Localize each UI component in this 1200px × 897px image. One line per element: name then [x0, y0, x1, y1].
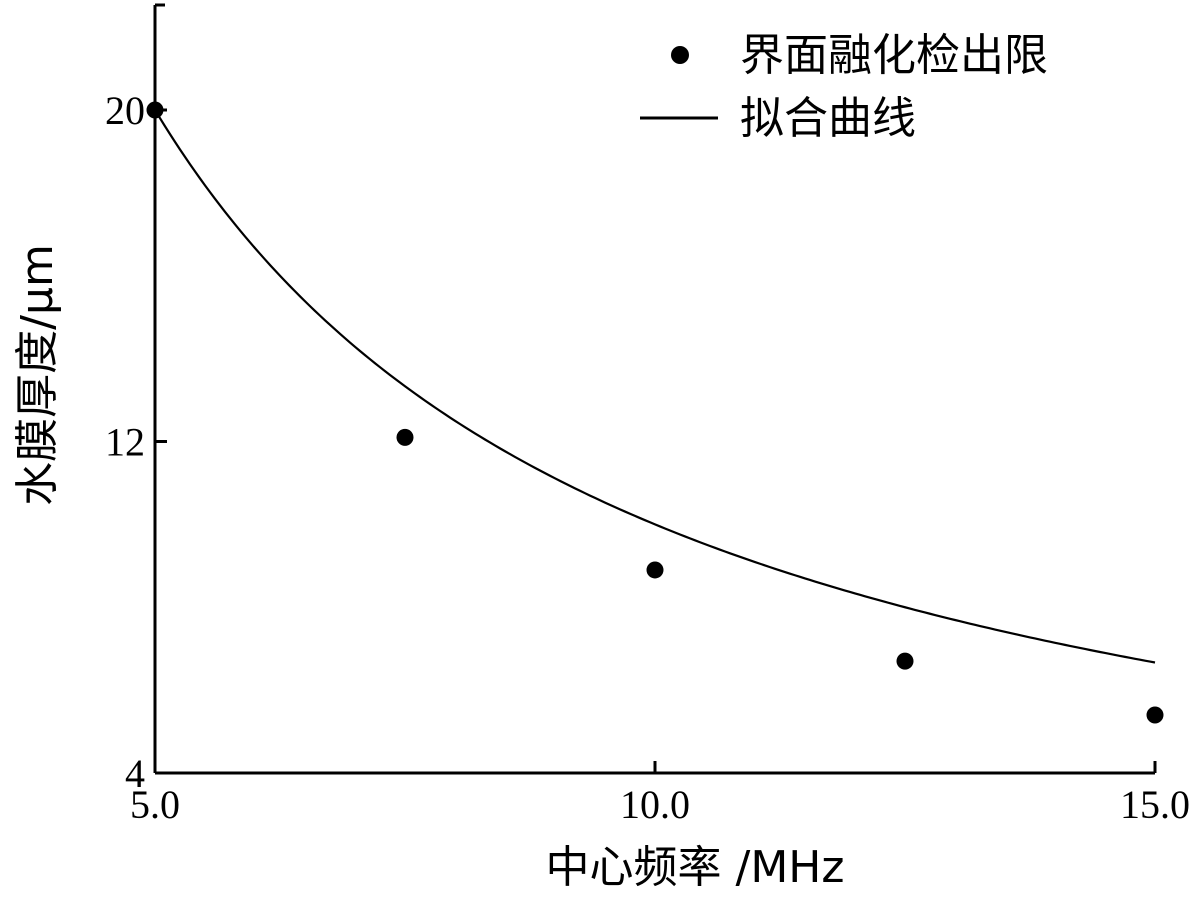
y-tick-label: 20	[105, 88, 145, 133]
data-point	[396, 428, 414, 446]
x-axis-ticks: 5.0 10.0 15.0	[130, 761, 1190, 827]
x-tick-label: 10.0	[620, 782, 690, 827]
data-point	[146, 101, 164, 119]
legend-label-scatter: 界面融化检出限	[740, 30, 1048, 81]
axes	[153, 3, 1155, 775]
fit-curve-layer	[154, 109, 1156, 664]
x-tick-label: 5.0	[130, 782, 180, 827]
legend-label-line: 拟合曲线	[740, 93, 916, 144]
data-point	[646, 561, 664, 579]
legend: 界面融化检出限 拟合曲线	[640, 30, 1048, 144]
y-tick-label: 4	[125, 751, 145, 796]
x-tick-label: 15.0	[1120, 782, 1190, 827]
y-tick-label: 12	[105, 420, 145, 465]
data-point	[896, 652, 914, 670]
y-axis-ticks: 4 12 20	[105, 88, 167, 796]
data-point	[1146, 706, 1164, 724]
fit-curve-line	[154, 109, 1156, 664]
legend-marker-scatter	[671, 46, 689, 64]
y-axis-title: 水膜厚度/μm	[12, 244, 63, 506]
data-points-layer	[146, 101, 1164, 724]
x-axis-title: 中心频率 /MHz	[546, 842, 845, 893]
